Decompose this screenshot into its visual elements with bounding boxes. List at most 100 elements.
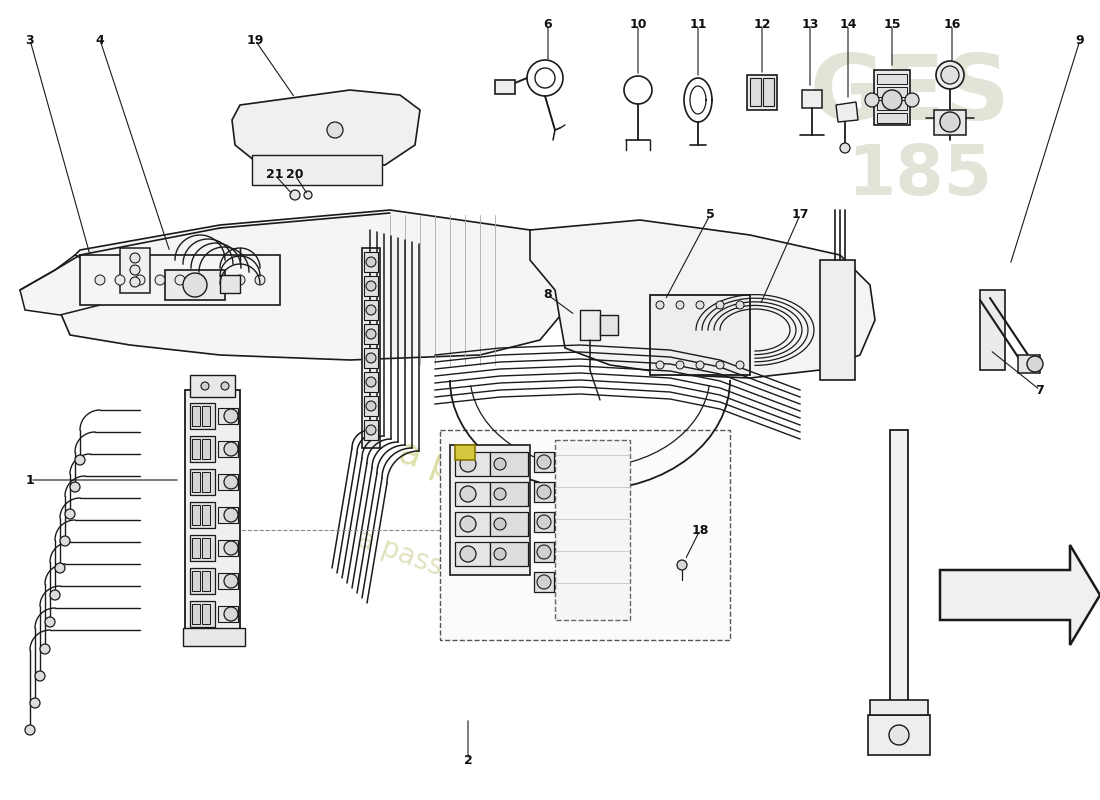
Bar [192,505,200,525]
Circle shape [327,122,343,138]
Bar [1018,355,1040,373]
Text: 19: 19 [246,34,264,46]
Circle shape [736,301,744,309]
Circle shape [235,275,245,285]
Bar [218,474,238,490]
Circle shape [35,671,45,681]
Circle shape [95,275,104,285]
Bar [534,542,554,562]
Text: 21: 21 [266,169,284,182]
Bar [747,75,777,110]
Circle shape [40,644,49,654]
Circle shape [255,275,265,285]
Bar [202,571,210,591]
Polygon shape [55,210,570,360]
Circle shape [716,361,724,369]
Bar [364,348,378,368]
Bar [556,440,630,620]
Circle shape [696,301,704,309]
Bar [190,568,214,594]
Circle shape [224,508,238,522]
Bar [165,270,226,300]
Circle shape [50,590,60,600]
Bar [364,300,378,320]
Circle shape [366,329,376,339]
Bar [190,403,214,429]
Circle shape [135,275,145,285]
Circle shape [75,455,85,465]
Text: 185: 185 [847,142,992,209]
Bar [750,78,761,106]
Circle shape [676,361,684,369]
Text: 8: 8 [543,289,552,302]
Circle shape [183,273,207,297]
Circle shape [366,281,376,291]
Bar [455,445,475,460]
Bar [455,542,490,566]
Circle shape [201,382,209,390]
Bar [190,436,214,462]
Text: a passion: a passion [353,524,486,596]
Bar [252,155,382,185]
Text: parts: parts [491,523,590,587]
Bar [763,78,774,106]
Circle shape [537,515,551,529]
Bar [202,604,210,624]
Circle shape [840,143,850,153]
Bar [192,406,200,426]
Circle shape [656,361,664,369]
Polygon shape [836,102,858,122]
Bar [218,441,238,457]
Bar [190,502,214,528]
Circle shape [736,361,744,369]
Circle shape [936,61,964,89]
Bar [218,408,238,424]
Bar [870,700,928,715]
Bar [490,542,528,566]
Bar [877,100,908,110]
Bar [192,538,200,558]
Text: 20: 20 [286,169,304,182]
Circle shape [130,277,140,287]
Circle shape [656,301,664,309]
Bar [450,445,530,575]
Bar [490,452,528,476]
Text: 10: 10 [629,18,647,31]
Circle shape [889,725,909,745]
Bar [192,472,200,492]
Bar [868,715,930,755]
Bar [202,406,210,426]
Circle shape [130,253,140,263]
Bar [218,573,238,589]
Bar [364,420,378,440]
Circle shape [366,401,376,411]
Circle shape [30,698,40,708]
Text: 3: 3 [25,34,34,46]
Text: 5: 5 [705,209,714,222]
Circle shape [460,456,476,472]
Bar [364,396,378,416]
Circle shape [882,90,902,110]
Bar [202,439,210,459]
Circle shape [45,617,55,627]
Circle shape [366,257,376,267]
Circle shape [366,377,376,387]
Circle shape [366,425,376,435]
Text: 4: 4 [96,34,104,46]
Text: 14: 14 [839,18,857,31]
Circle shape [130,265,140,275]
Bar [580,310,600,340]
Circle shape [224,541,238,555]
Text: 7: 7 [1035,383,1044,397]
Circle shape [304,191,312,199]
Bar [192,439,200,459]
Circle shape [865,93,879,107]
Bar [364,372,378,392]
Circle shape [537,485,551,499]
Circle shape [940,66,959,84]
Circle shape [537,455,551,469]
Circle shape [55,563,65,573]
Text: 1: 1 [25,474,34,486]
Bar [364,252,378,272]
Bar [455,452,490,476]
